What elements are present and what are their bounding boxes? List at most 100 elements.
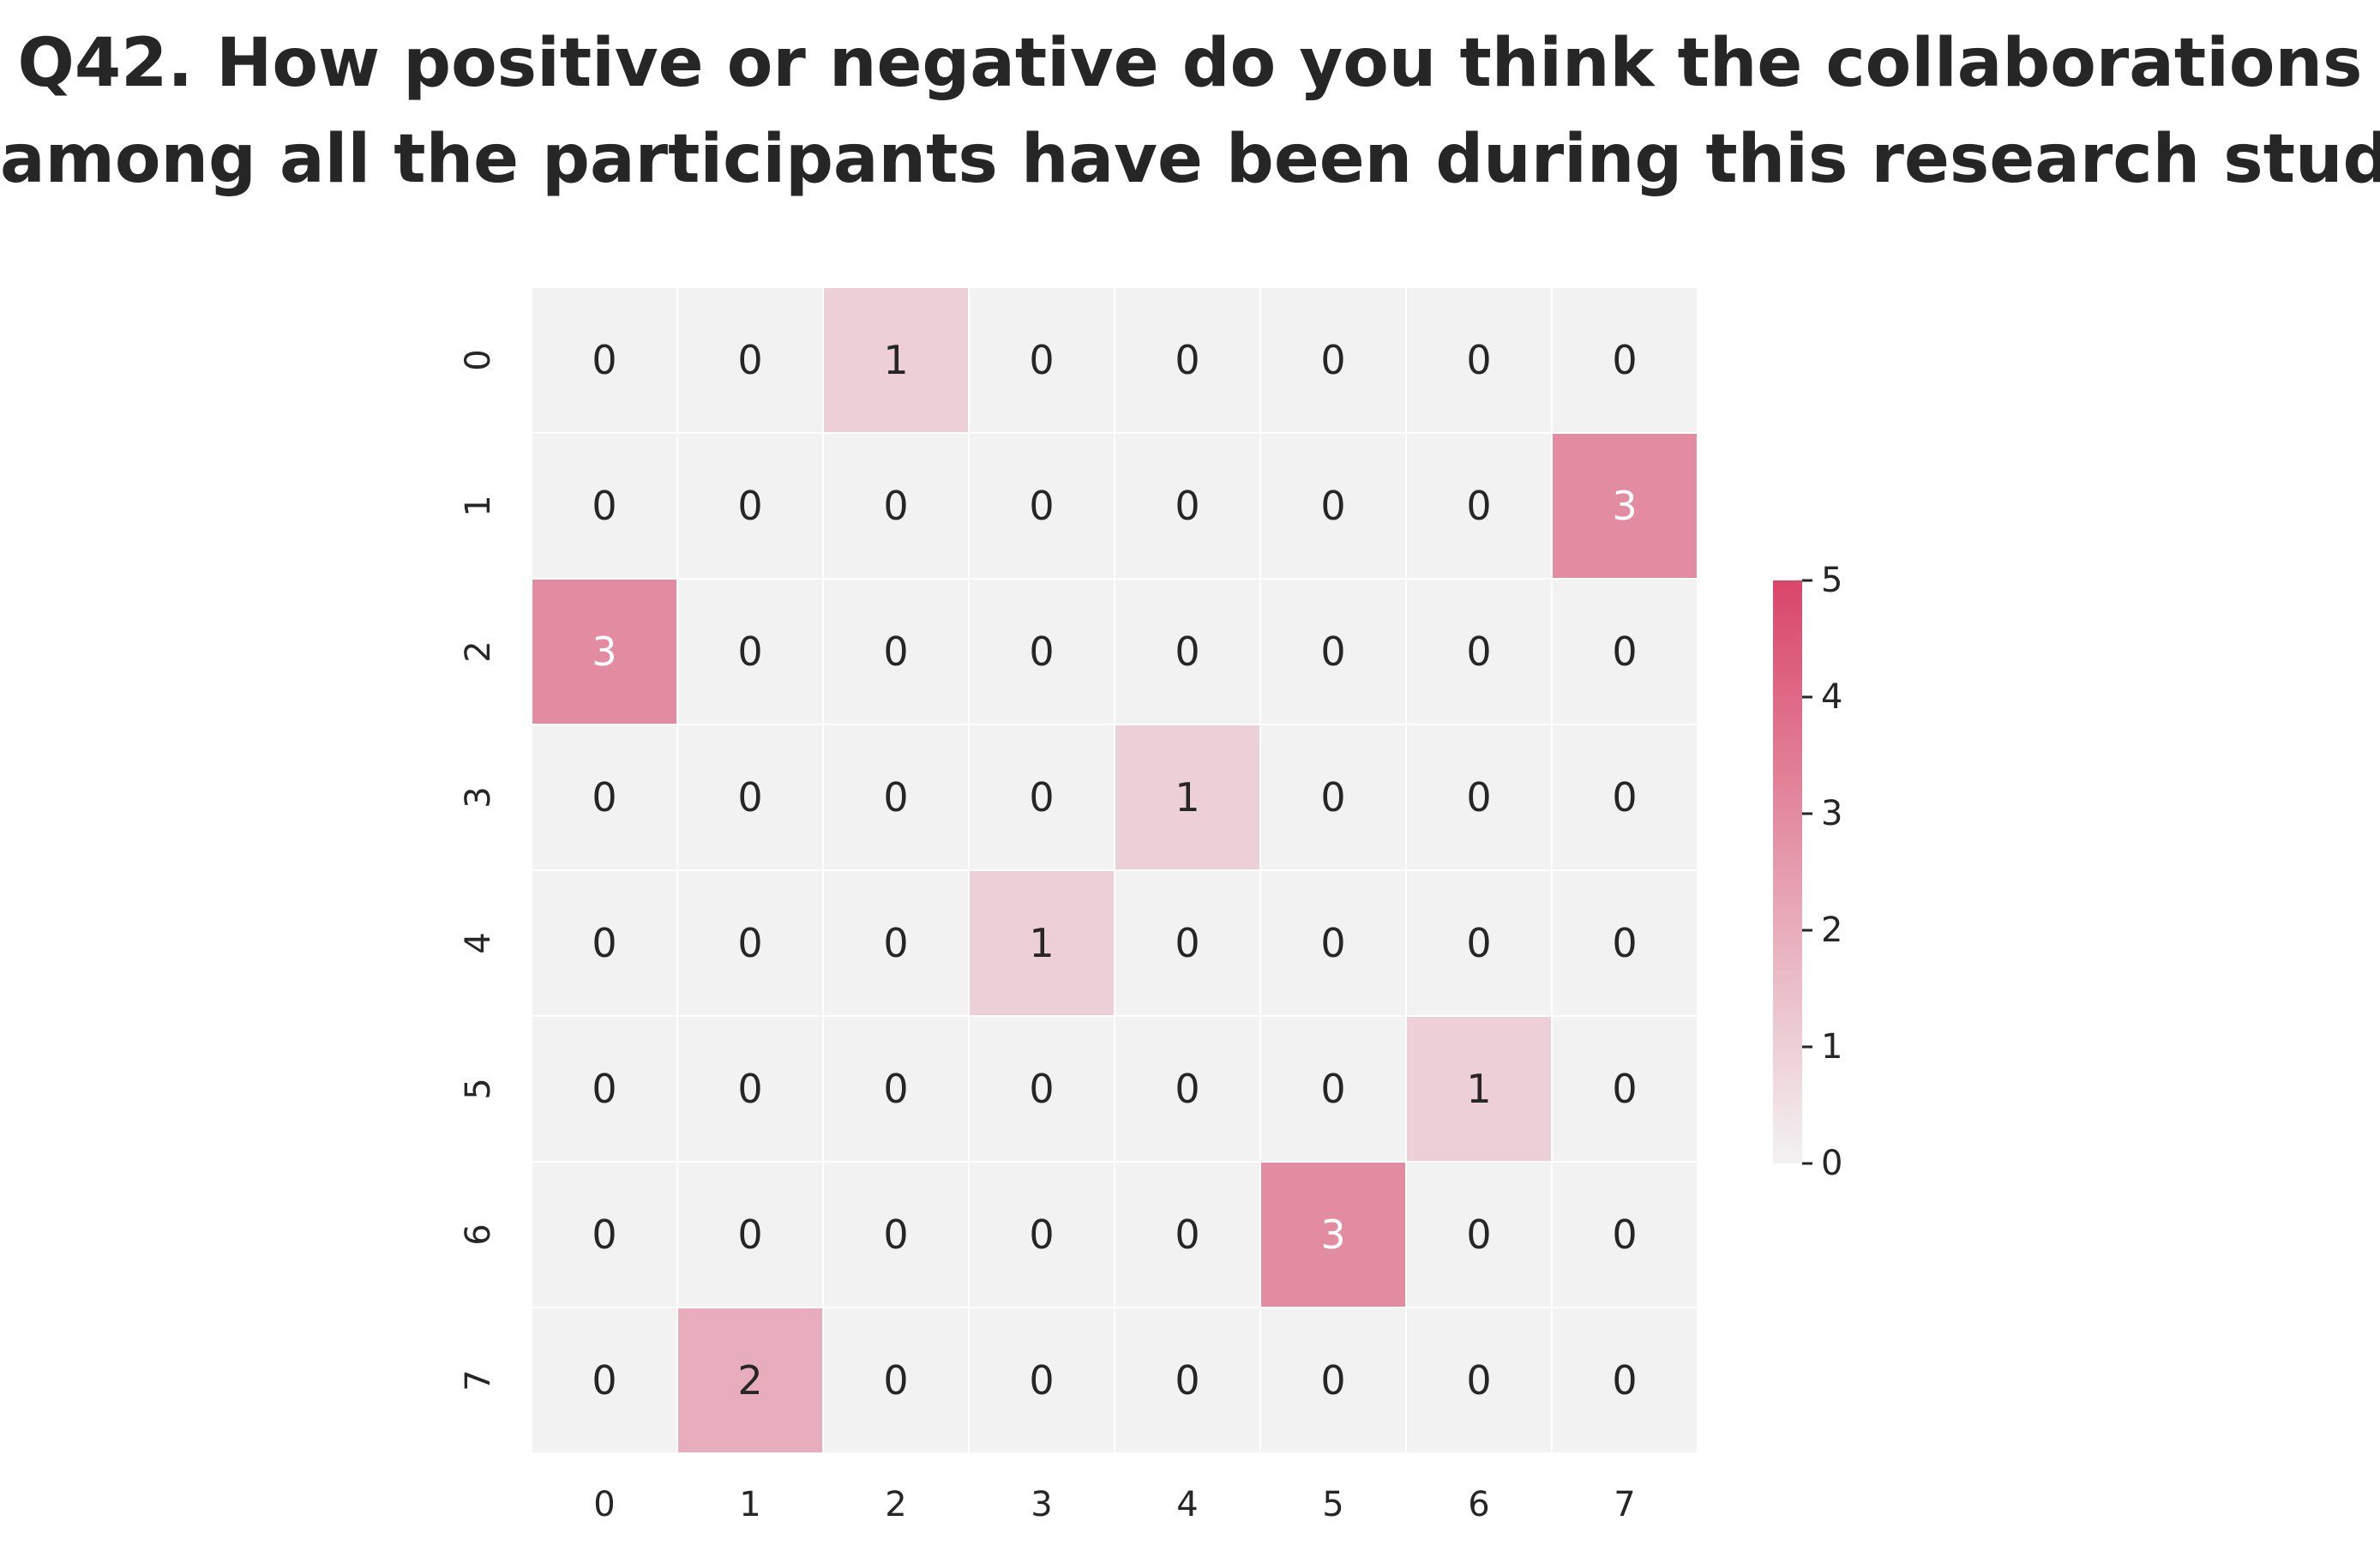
heatmap-cell-r7-c4 bbox=[1115, 1308, 1259, 1452]
heatmap-cell-r2-c1 bbox=[678, 580, 822, 724]
heatmap-cell-r2-c7 bbox=[1553, 580, 1697, 724]
x-tick-label: 7 bbox=[1614, 1485, 1635, 1524]
cell-value-label: 0 bbox=[1466, 337, 1491, 383]
cell-value-label: 0 bbox=[1320, 774, 1345, 821]
heatmap-cell-r5-c0 bbox=[532, 1017, 676, 1161]
heatmap-cell-r6-c5 bbox=[1261, 1163, 1405, 1307]
heatmap-cells bbox=[532, 288, 1697, 1452]
heatmap-cell-r6-c0 bbox=[532, 1163, 676, 1307]
heatmap-cell-r2-c3 bbox=[970, 580, 1114, 724]
heatmap-cell-r1-c0 bbox=[532, 434, 676, 578]
cell-value-label: 0 bbox=[1029, 628, 1054, 675]
cell-value-label: 0 bbox=[1466, 628, 1491, 675]
cell-value-label: 3 bbox=[1612, 483, 1637, 529]
x-tick-label: 4 bbox=[1176, 1485, 1198, 1524]
heatmap-cell-r2-c5 bbox=[1261, 580, 1405, 724]
heatmap-cell-r6-c2 bbox=[824, 1163, 968, 1307]
heatmap-cell-r6-c1 bbox=[678, 1163, 822, 1307]
cell-value-label: 2 bbox=[737, 1357, 762, 1404]
colorbar-tick-label: 5 bbox=[1821, 561, 1842, 600]
heatmap-cell-r3-c2 bbox=[824, 725, 968, 869]
cell-value-label: 0 bbox=[1612, 1357, 1637, 1404]
cell-value-label: 0 bbox=[1175, 1357, 1199, 1404]
cell-value-label: 0 bbox=[592, 337, 616, 383]
heatmap-cell-r0-c1 bbox=[678, 288, 822, 432]
colorbar-tick-label: 1 bbox=[1821, 1027, 1842, 1067]
y-tick-label: 1 bbox=[459, 495, 498, 516]
x-tick-label: 3 bbox=[1031, 1485, 1052, 1524]
heatmap-cell-r0-c7 bbox=[1553, 288, 1697, 432]
cell-value-label: 1 bbox=[883, 337, 908, 383]
y-tick-label: 3 bbox=[459, 786, 498, 808]
heatmap-cell-r2-c0 bbox=[532, 580, 676, 724]
heatmap-cell-r7-c1 bbox=[678, 1308, 822, 1452]
x-tick-label: 1 bbox=[739, 1485, 760, 1524]
cell-value-label: 0 bbox=[1612, 920, 1637, 966]
cell-value-label: 0 bbox=[737, 1066, 762, 1112]
cell-value-label: 0 bbox=[1029, 1357, 1054, 1404]
x-axis: 0 1 2 3 4 5 6 7 bbox=[593, 1485, 1635, 1524]
cell-value-label: 0 bbox=[1466, 920, 1491, 966]
cell-value-label: 0 bbox=[1466, 1211, 1491, 1258]
heatmap-cell-r5-c5 bbox=[1261, 1017, 1405, 1161]
heatmap-cell-r6-c6 bbox=[1407, 1163, 1551, 1307]
y-tick-label: 7 bbox=[459, 1369, 498, 1391]
heatmap-cell-r1-c7 bbox=[1553, 434, 1697, 578]
cell-value-label: 0 bbox=[592, 1066, 616, 1112]
cell-value-label: 0 bbox=[883, 483, 908, 529]
heatmap-cell-r7-c5 bbox=[1261, 1308, 1405, 1452]
heatmap-cell-r4-c2 bbox=[824, 871, 968, 1015]
cell-value-label: 0 bbox=[883, 920, 908, 966]
heatmap-cell-r2-c6 bbox=[1407, 580, 1551, 724]
y-tick-label: 4 bbox=[459, 932, 498, 953]
colorbar: 0 1 2 3 4 5 bbox=[1773, 561, 1842, 1183]
cell-value-label: 0 bbox=[1175, 1066, 1199, 1112]
heatmap-cell-r1-c2 bbox=[824, 434, 968, 578]
cell-value-label: 0 bbox=[1029, 1211, 1054, 1258]
cell-value-label: 0 bbox=[737, 337, 762, 383]
cell-value-label: 0 bbox=[883, 1066, 908, 1112]
cell-value-label: 0 bbox=[1612, 774, 1637, 821]
heatmap-cell-r5-c4 bbox=[1115, 1017, 1259, 1161]
heatmap-cell-r0-c6 bbox=[1407, 288, 1551, 432]
cell-value-label: 0 bbox=[883, 774, 908, 821]
cell-value-label: 0 bbox=[1320, 1066, 1345, 1112]
cell-value-label: 3 bbox=[1320, 1211, 1345, 1258]
y-tick-label: 0 bbox=[459, 349, 498, 370]
cell-value-label: 1 bbox=[1029, 920, 1054, 966]
heatmap-cell-r7-c6 bbox=[1407, 1308, 1551, 1452]
heatmap-cell-r4-c0 bbox=[532, 871, 676, 1015]
heatmap-cell-r3-c5 bbox=[1261, 725, 1405, 869]
cell-value-label: 0 bbox=[1175, 337, 1199, 383]
cell-value-label: 0 bbox=[737, 483, 762, 529]
heatmap-cell-r0-c4 bbox=[1115, 288, 1259, 432]
colorbar-tick-label: 3 bbox=[1821, 794, 1842, 833]
heatmap-cell-r4-c6 bbox=[1407, 871, 1551, 1015]
cell-value-label: 0 bbox=[1612, 1211, 1637, 1258]
heatmap-cell-r0-c5 bbox=[1261, 288, 1405, 432]
cell-value-label: 0 bbox=[1029, 337, 1054, 383]
x-tick-label: 0 bbox=[593, 1485, 615, 1524]
cell-value-label: 0 bbox=[1029, 774, 1054, 821]
cell-value-label: 0 bbox=[737, 774, 762, 821]
y-tick-label: 5 bbox=[459, 1078, 498, 1099]
cell-value-label: 0 bbox=[1466, 1357, 1491, 1404]
cell-value-label: 0 bbox=[737, 1211, 762, 1258]
heatmap-cell-r6-c3 bbox=[970, 1163, 1114, 1307]
heatmap-cell-r6-c4 bbox=[1115, 1163, 1259, 1307]
y-tick-label: 2 bbox=[459, 640, 498, 662]
cell-value-label: 0 bbox=[592, 1357, 616, 1404]
cell-value-label: 0 bbox=[1175, 1211, 1199, 1258]
cell-value-label: 0 bbox=[1175, 920, 1199, 966]
cell-value-label: 0 bbox=[1320, 920, 1345, 966]
heatmap-cell-r5-c1 bbox=[678, 1017, 822, 1161]
colorbar-tick-label: 2 bbox=[1821, 911, 1842, 950]
colorbar-gradient bbox=[1773, 580, 1802, 1163]
heatmap-cell-r6-c7 bbox=[1553, 1163, 1697, 1307]
cell-value-label: 0 bbox=[1320, 1357, 1345, 1404]
heatmap-cell-r1-c3 bbox=[970, 434, 1114, 578]
heatmap-cell-r2-c4 bbox=[1115, 580, 1259, 724]
cell-value-label: 0 bbox=[1320, 628, 1345, 675]
cell-value-label: 0 bbox=[737, 628, 762, 675]
heatmap-cell-r3-c4 bbox=[1115, 725, 1259, 869]
